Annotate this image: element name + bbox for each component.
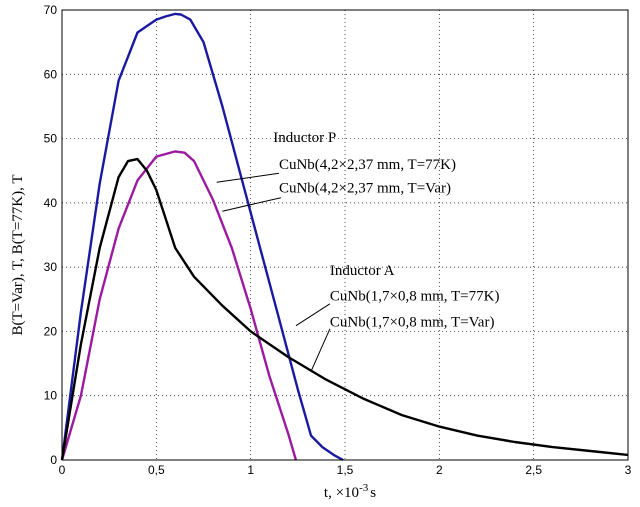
x-tick-label: 2,5	[525, 463, 542, 477]
plot-frame	[61, 9, 629, 461]
y-tick-label: 30	[44, 260, 58, 274]
series-line-1	[60, 12, 344, 462]
x-tick-label: 1	[247, 463, 254, 477]
y-axis-title: B(T=Var), T, B(T=77K), T	[10, 174, 26, 335]
y-tick-label: 20	[44, 324, 58, 338]
x-tick-label: 0	[59, 463, 66, 477]
annotation-label: Inductor P	[273, 130, 336, 146]
x-tick-label: 2	[436, 463, 443, 477]
x-axis-title-exponent: -3	[359, 482, 369, 494]
annotations: Inductor P CuNb(4,2×2,37 mm, T=77K) CuNb(4…	[273, 130, 499, 330]
leader-line	[222, 197, 281, 212]
y-tick-label: 70	[44, 3, 58, 17]
y-tick-label: 0	[50, 453, 57, 467]
x-tick-label: 3	[625, 463, 632, 477]
x-tick-label: 0,5	[148, 463, 165, 477]
annotation-label: CuNb(4,2×2,37 mm, T=Var)	[279, 181, 451, 197]
x-axis-title: t, ×10-3 s	[324, 482, 376, 501]
y-tick-label: 60	[44, 67, 58, 81]
leader-line	[310, 328, 331, 372]
x-axis-title-unit: s	[370, 485, 376, 501]
x-tick-label: 1,5	[337, 463, 354, 477]
leader-line	[216, 172, 280, 183]
annotation-label: CuNb(1,7×0,8 mm, T=77K)	[330, 289, 500, 305]
annotation-label: Inductor A	[330, 263, 395, 279]
y-tick-label: 50	[44, 132, 58, 146]
annotation-label: CuNb(4,2×2,37 mm, T=77K)	[279, 157, 456, 173]
annotation-label: CuNb(1,7×0,8 mm, T=Var)	[330, 314, 495, 330]
series-line-2	[60, 150, 298, 461]
grid	[62, 10, 628, 460]
y-tick-label: 40	[44, 196, 58, 210]
y-tick-label: 10	[44, 389, 58, 403]
leader-line	[295, 303, 331, 327]
x-axis-title-main: t, ×10	[324, 485, 359, 501]
series-layer	[60, 12, 629, 462]
leader-lines	[216, 172, 331, 372]
series-line-3	[60, 157, 629, 461]
